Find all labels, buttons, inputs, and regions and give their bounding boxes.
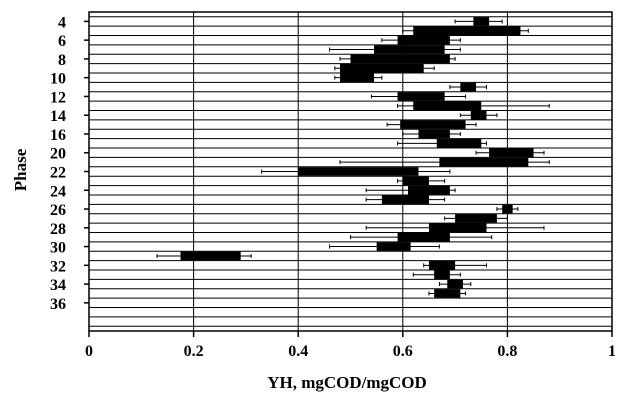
- bars-layer: [156, 17, 550, 298]
- bar: [350, 54, 450, 64]
- bar: [413, 26, 521, 36]
- bar: [397, 35, 450, 45]
- y-tick-label: 12: [50, 89, 66, 106]
- y-tick-label: 16: [50, 127, 66, 144]
- x-tick-label: 0.6: [393, 343, 413, 360]
- bar: [434, 270, 450, 280]
- y-tick-label: 34: [50, 277, 66, 294]
- bar: [381, 195, 429, 204]
- bar: [455, 214, 497, 223]
- x-tick-label: 0.4: [288, 343, 308, 360]
- bar: [470, 110, 487, 120]
- y-axis-label: Phase: [11, 148, 30, 191]
- bar: [418, 129, 450, 139]
- bar: [402, 176, 429, 186]
- y-tick-label: 20: [50, 146, 66, 163]
- bar: [400, 120, 466, 129]
- y-tick-label: 14: [50, 108, 66, 125]
- bar: [434, 289, 461, 298]
- bar: [340, 73, 375, 82]
- y-tick-label: 10: [50, 71, 66, 88]
- y-tick-label: 26: [50, 202, 66, 219]
- y-tick-label: 8: [58, 52, 66, 69]
- y-tick-label: 4: [58, 14, 66, 31]
- bar: [447, 279, 463, 289]
- x-tick-label: 0.8: [497, 343, 517, 360]
- x-tick-label: 0: [85, 343, 93, 360]
- bar: [397, 232, 450, 242]
- bar: [408, 185, 450, 195]
- grid-layer: [89, 12, 612, 331]
- bar: [489, 148, 534, 158]
- x-axis-label: YH, mgCOD/mgCOD: [267, 373, 427, 392]
- y-tick-label: 6: [58, 33, 66, 50]
- x-tick-label: 0.2: [184, 343, 204, 360]
- bar: [502, 204, 513, 214]
- y-tick-label: 30: [50, 240, 66, 257]
- bar: [428, 261, 456, 270]
- bar: [460, 82, 477, 92]
- bar: [376, 242, 411, 251]
- bar: [374, 45, 445, 54]
- x-tick-label: 1: [608, 343, 616, 360]
- y-tick-label: 22: [50, 165, 66, 182]
- y-tick-label: 28: [50, 221, 66, 238]
- bar: [439, 157, 529, 167]
- y-tick-label: 24: [50, 183, 66, 200]
- bar: [413, 101, 482, 111]
- bar: [436, 139, 482, 148]
- y-tick-label: 32: [50, 258, 66, 275]
- bar: [473, 17, 490, 26]
- bar: [180, 251, 241, 261]
- bar: [340, 63, 424, 73]
- ticks-layer: 0 0.2 0.4 0.6 0.8 146810121416202224262830323…: [50, 14, 616, 360]
- y-tick-label: 36: [50, 296, 66, 313]
- bar: [428, 223, 487, 233]
- bar: [397, 92, 445, 101]
- bar: [298, 167, 419, 176]
